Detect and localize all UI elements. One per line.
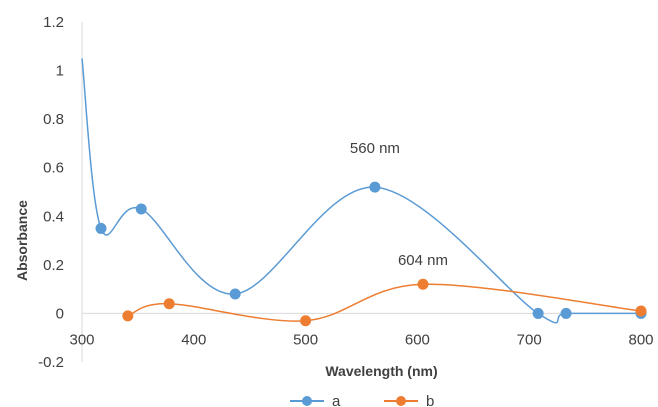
y-axis-title: Absorbance: [14, 200, 30, 281]
series-a-point: [532, 307, 544, 319]
x-tick-label: 400: [181, 331, 206, 348]
y-tick-label: 0.2: [43, 257, 64, 274]
series-a-point: [95, 222, 107, 234]
series-b-point: [635, 305, 647, 317]
y-tick-label: 0.8: [43, 111, 64, 128]
x-tick-label: 700: [517, 331, 542, 348]
series-a-point: [229, 288, 241, 300]
series-a-point: [560, 307, 572, 319]
series-a-point: [135, 203, 147, 215]
x-tick-label: 500: [293, 331, 318, 348]
series-b-point: [163, 298, 175, 310]
y-tick-label: 0: [56, 305, 64, 322]
series-b: [122, 278, 647, 327]
legend-label-a: a: [332, 393, 341, 407]
labels: Wavelength (nm) Absorbance 560 nm 604 nm: [14, 140, 448, 379]
legend-entry-b: b: [384, 393, 434, 407]
x-tick-label: 800: [628, 331, 653, 348]
series-a-point: [369, 181, 381, 193]
y-tick-label: 1: [56, 63, 64, 80]
x-tick-label: 600: [405, 331, 430, 348]
x-axis-title: Wavelength (nm): [325, 363, 437, 379]
series-b-point: [122, 310, 134, 322]
legend-entry-a: a: [290, 393, 341, 407]
series-a: [81, 58, 647, 324]
y-tick-label: 0.6: [43, 160, 64, 177]
y-tick-label: 1.2: [43, 14, 64, 31]
legend-marker-a: [302, 396, 312, 406]
legend-marker-b: [396, 396, 406, 406]
legend-label-b: b: [426, 393, 434, 407]
series-a-line: [81, 58, 641, 324]
y-tick-label: -0.2: [38, 354, 64, 371]
plot-area: [81, 58, 647, 327]
x-tick-label: 300: [69, 331, 94, 348]
peak-annotation: 560 nm: [350, 140, 400, 157]
y-tick-label: 0.4: [43, 208, 64, 225]
axes: -0.2 0 0.2 0.4 0.6 0.8 1 1.2 300 400 500 600 700 800: [38, 14, 653, 371]
series-b-point: [417, 278, 429, 290]
peak-annotation: 604 nm: [398, 252, 448, 269]
series-b-point: [300, 315, 312, 327]
